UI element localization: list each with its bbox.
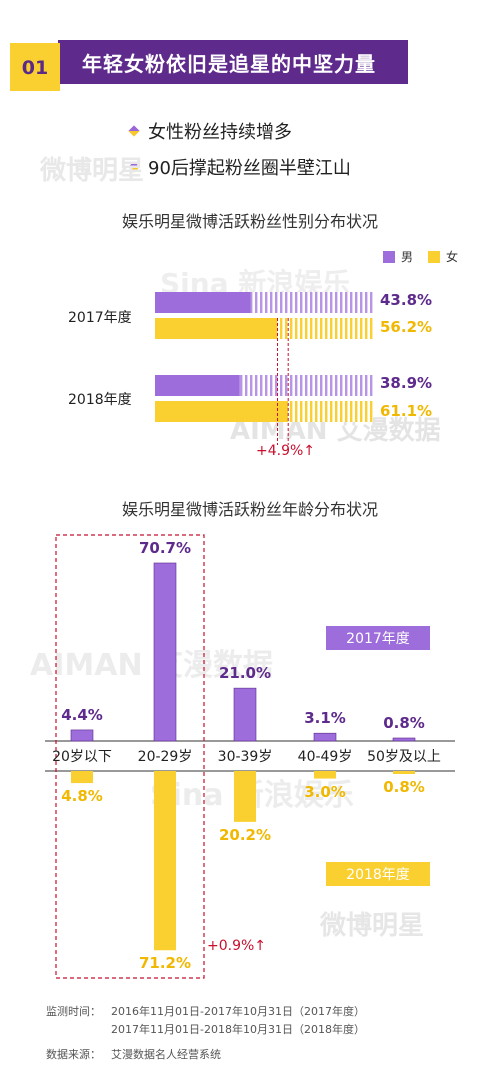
gender-bar-female xyxy=(155,401,289,422)
age-bar-2018 xyxy=(234,771,256,822)
badge-2018-label: 2018年度 xyxy=(346,867,410,883)
bullet-text: 90后撑起粉丝圈半壁江山 xyxy=(148,158,351,179)
legend-swatch-female xyxy=(428,250,440,263)
section-title: 年轻女粉依旧是追星的中坚力量 xyxy=(82,51,376,76)
age-bar-2017 xyxy=(70,729,94,742)
gender-change-annotation: +4.9%↑ xyxy=(256,443,316,459)
age-highlight-frame xyxy=(55,534,205,979)
watermark-weibo-2: 微博明星 xyxy=(320,911,425,941)
bullet-item: 女性粉丝持续增多 xyxy=(128,118,292,144)
legend-swatch-male xyxy=(383,250,395,263)
footer-period-2: 2017年11月01日-2018年10月31日（2018年度） xyxy=(111,1023,365,1036)
age-bar-2017 xyxy=(233,687,257,742)
age-bar-2018 xyxy=(314,771,336,779)
gender-label-2017-male: 43.8% xyxy=(380,291,433,309)
age-bar-2017 xyxy=(153,562,177,742)
gender-label-2018-female: 61.1% xyxy=(380,402,433,420)
gender-bar-male xyxy=(155,375,240,396)
section-number: 01 xyxy=(21,57,49,79)
badge-2017-label: 2017年度 xyxy=(346,631,410,647)
age-bar-2017 xyxy=(313,732,337,742)
age-category-label: 40-49岁 xyxy=(297,749,353,765)
age-value-label-2017: 70.7% xyxy=(138,539,192,557)
bullet-item: 90后撑起粉丝圈半壁江山 xyxy=(128,154,351,180)
section-title-bar: 年轻女粉依旧是追星的中坚力量 xyxy=(58,40,408,84)
age-value-label-2018: 0.8% xyxy=(383,778,425,796)
gender-chart-title: 娱乐明星微博活跃粉丝性别分布状况 xyxy=(121,212,378,231)
age-value-label-2018: 20.2% xyxy=(218,825,272,844)
watermark-aiman-2: AIMAN 艾漫数据 xyxy=(30,648,274,683)
age-chart-title: 娱乐明星微博活跃粉丝年龄分布状况 xyxy=(121,500,378,519)
footer-source-label: 数据来源： xyxy=(46,1048,101,1061)
age-value-label-2018: 4.8% xyxy=(61,787,103,806)
legend-label-male: 男 xyxy=(401,250,414,264)
section-number-badge: 01 xyxy=(10,43,60,91)
gender-bar-female xyxy=(155,318,278,339)
badge-2017: 2017年度 xyxy=(326,626,430,650)
age-category-label: 50岁及以上 xyxy=(367,749,441,765)
age-category-label: 20-29岁 xyxy=(137,749,193,765)
gender-year-label-2018: 2018年度 xyxy=(68,392,132,408)
legend-female: 女 xyxy=(428,248,458,265)
age-value-label-2017: 21.0% xyxy=(218,664,272,683)
age-value-label-2018: 71.2% xyxy=(138,954,192,973)
age-change-annotation: +0.9%↑ xyxy=(207,938,267,954)
gender-bar-male xyxy=(155,292,251,313)
watermark-weibo: 微博明星 xyxy=(40,156,145,186)
footer-period-label: 监测时间： xyxy=(46,1005,101,1018)
age-bar-2018 xyxy=(154,771,176,951)
age-category-label: 30-39岁 xyxy=(217,749,273,765)
age-bar-2018 xyxy=(393,771,415,774)
legend-label-female: 女 xyxy=(446,250,459,264)
age-value-label-2017: 4.4% xyxy=(61,705,103,724)
footer-period-1: 2016年11月01日-2017年10月31日（2017年度） xyxy=(111,1005,365,1018)
badge-2018: 2018年度 xyxy=(326,862,430,886)
age-value-label-2017: 3.1% xyxy=(304,709,346,728)
age-bar-2018 xyxy=(71,771,93,784)
age-category-label: 20岁以下 xyxy=(52,749,112,765)
footer-source: 艾漫数据名人经营系统 xyxy=(111,1048,221,1061)
gender-label-2018-male: 38.9% xyxy=(380,374,433,392)
age-value-label-2017: 0.8% xyxy=(383,714,425,732)
age-value-label-2018: 3.0% xyxy=(304,782,346,801)
gender-year-label-2017: 2017年度 xyxy=(68,310,132,326)
gender-label-2017-female: 56.2% xyxy=(380,318,433,336)
age-bar-2017 xyxy=(392,737,416,742)
legend-male: 男 xyxy=(383,248,413,265)
bullet-text: 女性粉丝持续增多 xyxy=(148,122,292,143)
